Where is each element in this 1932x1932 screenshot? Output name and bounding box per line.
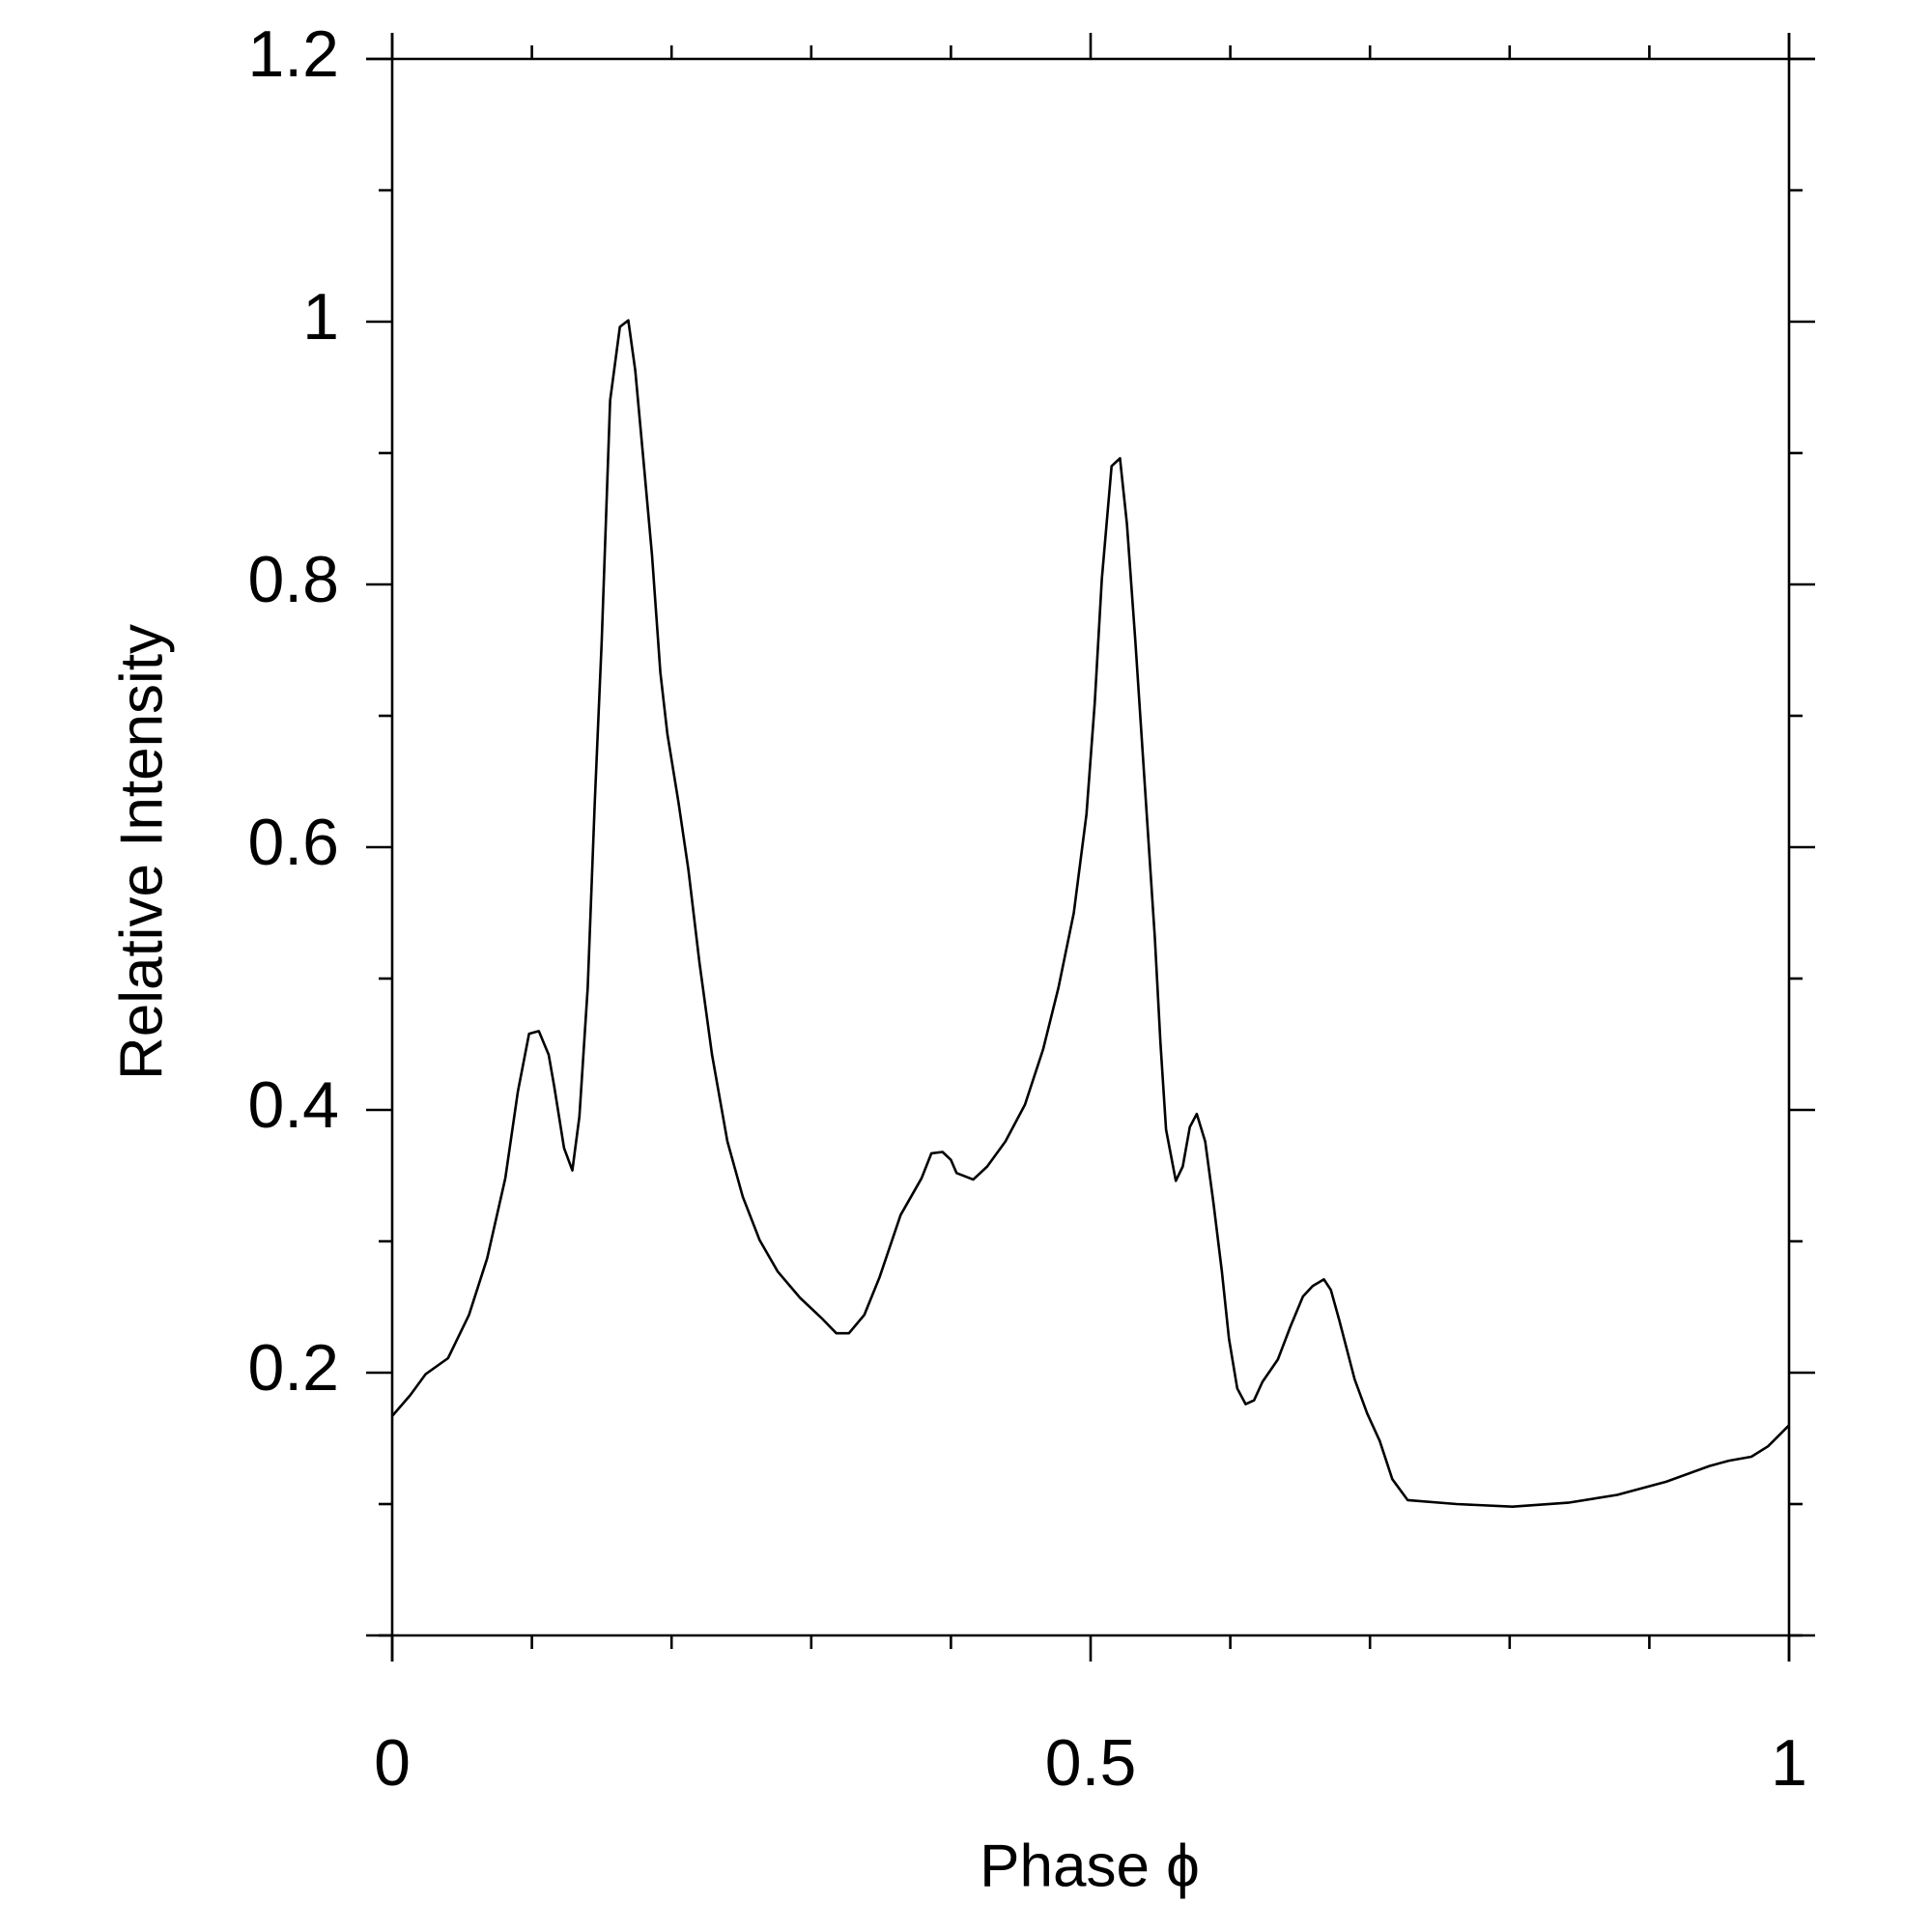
y-tick-label: 0.4 (247, 1068, 339, 1142)
x-tick-label: 1 (1771, 1726, 1807, 1800)
x-axis-label: Phase ϕ (980, 1833, 1200, 1899)
x-tick-label: 0 (374, 1726, 411, 1800)
y-tick-label: 0.2 (247, 1331, 339, 1405)
y-tick-label: 0.8 (247, 543, 339, 616)
y-tick-label: 0.6 (247, 806, 339, 879)
y-tick-label: 1.2 (247, 17, 339, 91)
y-axis-label: Relative Intensity (108, 624, 175, 1080)
x-tick-label: 0.5 (1045, 1726, 1137, 1800)
y-tick-label: 1 (302, 280, 339, 354)
data-line (391, 319, 1790, 1508)
